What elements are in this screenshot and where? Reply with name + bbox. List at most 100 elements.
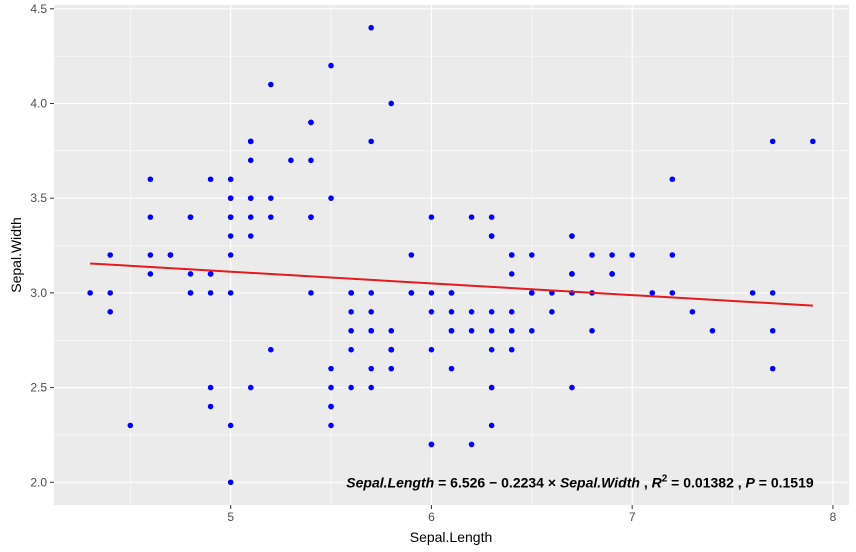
data-point [87,290,93,296]
data-point [529,252,535,258]
data-point [308,290,314,296]
data-point [589,252,595,258]
data-point [488,327,495,334]
data-point [468,214,475,220]
data-point [107,309,114,315]
data-point [348,346,354,353]
data-point [328,422,334,429]
data-point [448,365,455,372]
data-point [408,290,415,296]
data-point [388,327,395,334]
data-point [488,214,495,220]
data-point [368,365,374,372]
data-point [669,252,676,258]
x-axis-title: Sepal.Length [410,529,493,545]
data-point [207,271,214,277]
data-point [167,252,174,258]
data-point [348,290,354,296]
data-point [749,290,756,296]
data-point [207,384,214,391]
x-tick-label: 8 [830,510,837,524]
y-axis-title: Sepal.Width [8,217,24,292]
annotation-equation: = 6.526 − 0.2234 × [434,474,560,490]
data-point [428,441,435,448]
data-point [107,290,114,296]
y-tick-label: 2.5 [30,381,47,395]
data-point [187,214,194,220]
data-point [227,252,234,258]
data-point [348,327,354,334]
data-point [388,346,395,353]
data-point [187,271,194,277]
data-point [488,346,495,353]
data-point [769,327,776,334]
data-point [508,252,515,258]
data-point [247,233,254,239]
data-point [368,384,374,391]
y-tick-label: 3.0 [30,286,47,300]
data-point [388,100,395,107]
data-point [569,271,575,277]
data-point [328,62,334,69]
annotation-r-superscript: 2 [662,473,668,484]
data-point [247,195,254,201]
data-point [268,195,274,201]
annotation-r-value: = 0.01382 , [667,474,745,490]
x-axis-ticks: 5 6 7 8 [227,505,837,524]
data-point [569,384,575,391]
plot-panel [54,5,849,505]
y-tick-label: 2.0 [30,475,47,489]
y-tick-label: 4.5 [30,2,47,16]
data-point [709,327,716,334]
data-point [810,138,816,145]
data-point [227,214,234,220]
data-points [87,24,816,486]
regression-annotation: Sepal.Length = 6.526 − 0.2234 × Sepal.Wi… [346,473,814,490]
data-point [428,346,435,353]
data-point [428,309,435,315]
data-point [288,157,294,164]
data-point [247,384,254,391]
annotation-p-value: = 0.1519 [755,474,814,490]
data-point [428,290,435,296]
data-point [529,327,535,334]
data-point [368,24,374,31]
data-point [508,309,515,315]
data-point [769,138,776,145]
data-point [669,176,676,183]
data-point [488,422,495,429]
data-point [227,176,234,183]
data-point [448,309,455,315]
data-point [569,233,575,239]
data-point [488,233,495,239]
data-point [187,290,194,296]
data-point [227,479,234,486]
data-point [609,252,615,258]
x-tick-label: 7 [629,510,636,524]
data-point [468,327,475,334]
data-point [147,271,154,277]
data-point [268,81,274,88]
data-point [328,403,334,410]
data-point [629,252,635,258]
data-point [268,214,274,220]
data-point [448,290,455,296]
data-point [609,271,615,277]
minor-gridlines [54,5,849,505]
data-point [107,252,114,258]
data-point [508,327,515,334]
data-point [488,384,495,391]
data-point [268,346,274,353]
data-point [689,309,696,315]
data-point [368,327,374,334]
regression-line-layer [90,262,813,307]
data-point [247,157,254,164]
data-point [207,176,214,183]
data-point [769,290,776,296]
data-point [328,365,334,372]
data-point [529,290,535,296]
data-point [227,233,234,239]
data-point [769,365,776,372]
data-point [308,214,314,220]
